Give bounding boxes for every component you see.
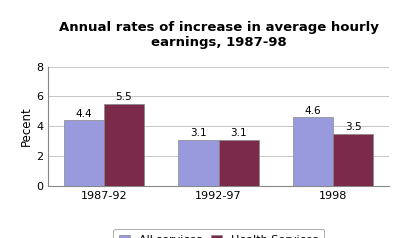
Text: 3.1: 3.1 xyxy=(230,128,247,138)
Bar xyxy=(178,139,219,186)
Bar xyxy=(333,134,373,186)
Legend: All services, Health Services: All services, Health Services xyxy=(113,229,324,238)
Text: 3.5: 3.5 xyxy=(345,122,362,132)
Bar xyxy=(64,120,104,186)
Text: 4.6: 4.6 xyxy=(305,106,322,116)
Text: 4.4: 4.4 xyxy=(75,109,92,119)
Bar xyxy=(219,139,259,186)
Title: Annual rates of increase in average hourly
earnings, 1987-98: Annual rates of increase in average hour… xyxy=(59,21,379,50)
Bar xyxy=(293,117,333,186)
Text: 5.5: 5.5 xyxy=(115,92,132,102)
Bar xyxy=(104,104,144,186)
Text: 3.1: 3.1 xyxy=(190,128,207,138)
Y-axis label: Pecent: Pecent xyxy=(20,106,33,146)
